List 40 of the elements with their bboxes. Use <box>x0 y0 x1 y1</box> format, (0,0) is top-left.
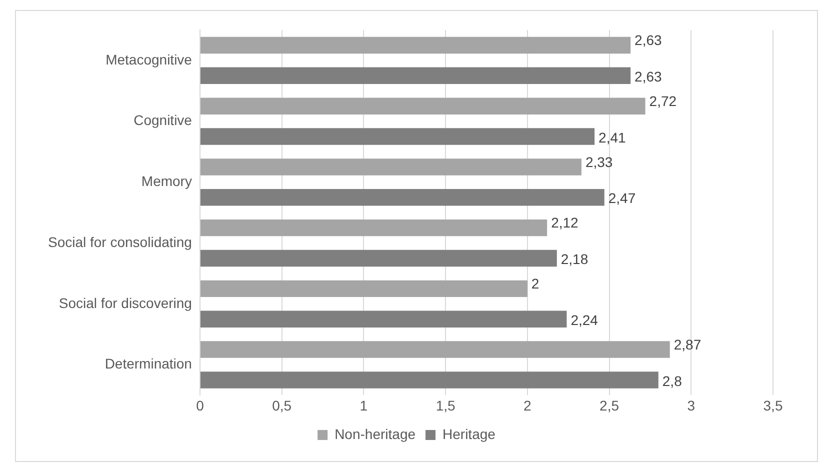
x-tick-label: 3,5 <box>763 397 783 414</box>
data-label: 2,8 <box>662 372 682 389</box>
data-label: 2,33 <box>585 154 613 170</box>
bar <box>200 67 631 84</box>
data-label: 2,18 <box>560 251 588 268</box>
bar <box>200 280 528 298</box>
x-tick-label: 0 <box>196 397 204 414</box>
x-tick-label: 1,5 <box>436 397 456 414</box>
data-label: 2,24 <box>570 312 598 328</box>
data-label: 2,63 <box>634 32 662 48</box>
bar <box>200 372 658 388</box>
data-label: 2 <box>531 276 540 292</box>
x-tick-label: 0,5 <box>272 397 292 414</box>
bar <box>200 219 548 236</box>
bar <box>200 341 670 358</box>
bar <box>200 158 582 176</box>
data-label: 2,47 <box>608 190 636 206</box>
bar <box>200 310 567 328</box>
legend-label: Heritage <box>442 426 496 442</box>
x-tick-label: 2 <box>524 397 532 414</box>
data-label: 2,72 <box>649 92 677 109</box>
y-tick-label: Metacognitive <box>106 51 192 68</box>
bar <box>200 128 595 145</box>
y-tick-label: Cognitive <box>134 112 192 128</box>
legend-label: Non-heritage <box>334 426 416 442</box>
y-tick-label: Social for discovering <box>58 294 192 311</box>
x-tick-label: 1 <box>360 397 368 414</box>
data-label: 2,41 <box>598 129 626 146</box>
y-tick-label: Memory <box>141 173 192 190</box>
data-label: 2,87 <box>674 336 702 352</box>
data-label: 2,63 <box>634 68 662 85</box>
data-label: 2,12 <box>551 214 579 231</box>
y-tick-label: Social for consolidating <box>48 234 192 250</box>
bar <box>200 189 604 206</box>
x-tick-label: 3 <box>687 397 696 414</box>
y-tick-label: Determination <box>104 356 192 372</box>
bar <box>200 250 557 267</box>
bar <box>200 36 631 54</box>
x-tick-label: 2,5 <box>600 397 620 414</box>
bar <box>200 98 646 114</box>
